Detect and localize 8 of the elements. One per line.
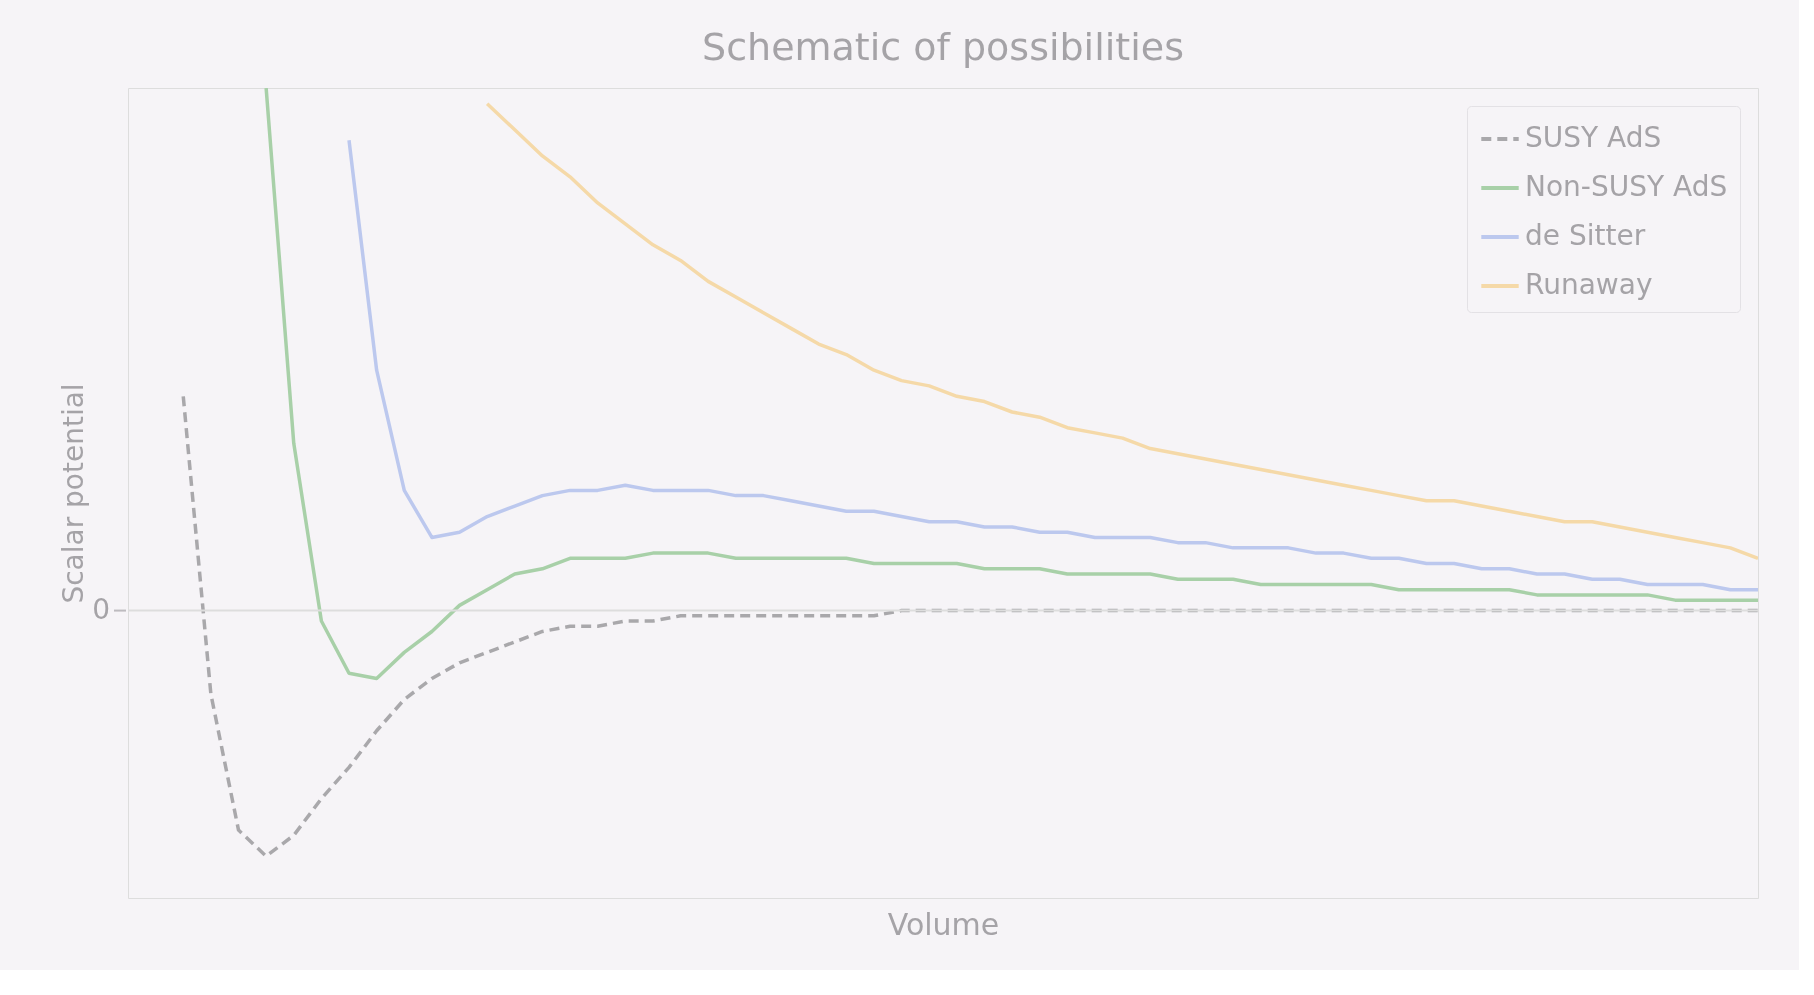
legend-label: de Sitter — [1525, 219, 1646, 252]
legend-label: SUSY AdS — [1525, 121, 1662, 154]
x-axis-title: Volume — [887, 906, 1000, 942]
legend-label: Runaway — [1525, 268, 1653, 301]
y-axis-title: Scalar potential — [56, 383, 90, 604]
legend-label: Non-SUSY AdS — [1525, 170, 1728, 203]
ref-line-label: 0 — [92, 592, 110, 626]
chart-title: Schematic of possibilities — [702, 25, 1184, 69]
